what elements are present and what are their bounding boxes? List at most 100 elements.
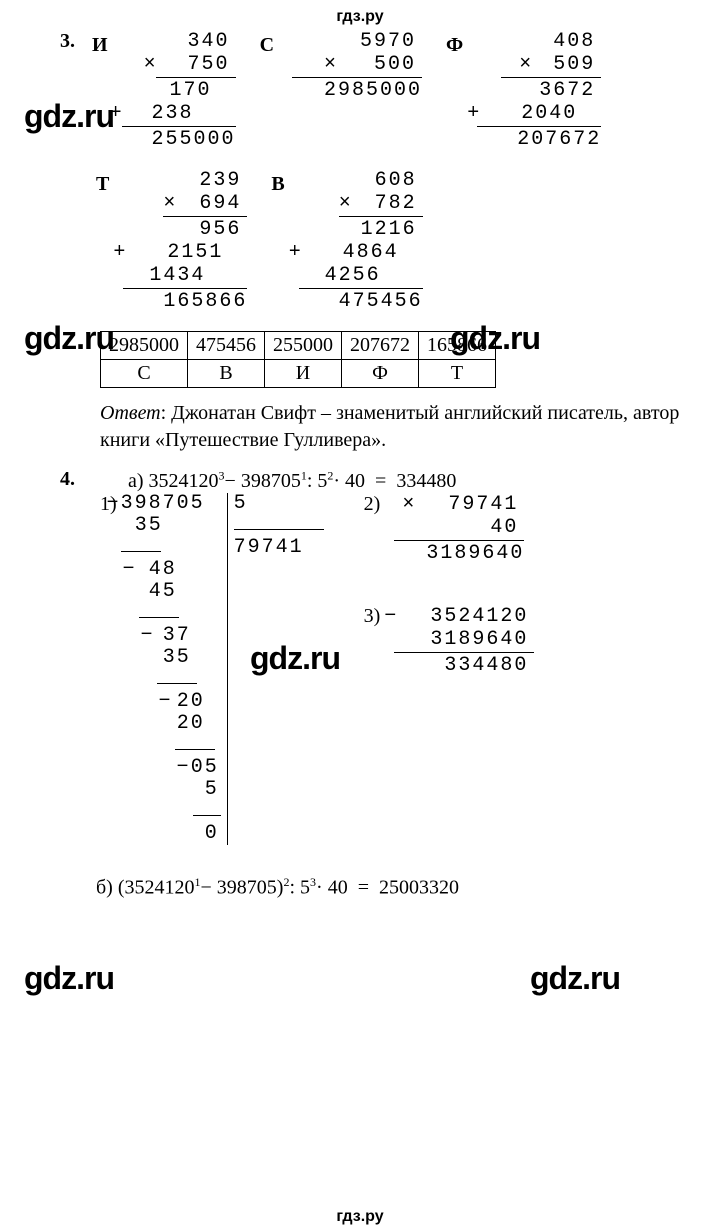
calc-S: С 5970 × 500 2985000 xyxy=(260,30,422,151)
sup: 2 xyxy=(283,875,289,889)
prob3-num: 3. xyxy=(60,30,88,53)
d-step: 45 xyxy=(149,580,177,603)
calc-T: Т 239 × 694 956 +2151 1434 165866 xyxy=(96,169,247,313)
val: 1216 xyxy=(293,218,423,241)
d-step: 20 xyxy=(177,712,205,735)
watermark: gdz.ru xyxy=(450,320,540,357)
watermark: gdz.ru xyxy=(24,98,114,135)
val: 238 xyxy=(152,102,194,125)
plus-sign: + xyxy=(289,241,303,264)
val: 608 xyxy=(293,169,423,192)
val: 170 xyxy=(116,79,236,102)
letter-T: Т xyxy=(96,173,109,196)
table-row: С В И Ф Т xyxy=(101,360,496,388)
dividend: 398705 xyxy=(121,492,205,515)
val: 782 xyxy=(375,192,417,215)
watermark: gdz.ru xyxy=(530,960,620,997)
d-step: 35 xyxy=(135,514,163,537)
d-step: 0 xyxy=(205,822,219,845)
val: 2151 xyxy=(167,241,223,264)
cell: Т xyxy=(419,360,496,388)
minus-sign: − xyxy=(177,757,191,779)
val: 79741 xyxy=(448,493,518,516)
d-step: 35 xyxy=(163,646,191,669)
letter-S: С xyxy=(260,34,274,57)
mult-sign: × xyxy=(519,53,533,76)
val: 334480 xyxy=(384,654,534,677)
page-footer: гдз.ру xyxy=(0,1208,720,1226)
watermark: gdz.ru xyxy=(24,320,114,357)
val: 239 xyxy=(117,169,247,192)
content: 3. И 340 ×750 170 +238 255000 С 5970 ×50… xyxy=(0,30,720,899)
plus-sign: + xyxy=(467,102,481,125)
calc-V: В 608 ×782 1216 +4864 4256 475456 xyxy=(271,169,422,313)
answer-body: : Джонатан Свифт – знаменитый англий­ски… xyxy=(100,402,679,451)
answer-text: Ответ: Джонатан Свифт – знаменитый англи… xyxy=(100,400,680,454)
p4-b: б) (35241201− 398705)2: 53· 40 = 2500332… xyxy=(96,875,680,900)
cell: В xyxy=(188,360,265,388)
plus-sign: + xyxy=(113,241,127,264)
table-row: 2985000 475456 255000 207672 165866 xyxy=(101,332,496,360)
val: 3672 xyxy=(471,79,601,102)
val: 694 xyxy=(199,192,241,215)
sup: 3 xyxy=(310,875,316,889)
val: 165866 xyxy=(117,290,247,313)
val: 40 xyxy=(384,516,524,539)
problem-4: 4. а) 35241203− 3987051: 52· 40 = 334480… xyxy=(60,468,680,899)
letter-V: В xyxy=(271,173,284,196)
d-step: 37 xyxy=(163,624,191,647)
val: 340 xyxy=(116,30,236,53)
cell: И xyxy=(265,360,342,388)
d-step: 5 xyxy=(205,778,219,801)
divisor: 5 xyxy=(234,493,324,515)
d-step: 05 xyxy=(191,756,219,779)
mult-sign: × xyxy=(324,53,338,76)
val: 408 xyxy=(471,30,601,53)
val: 3189640 xyxy=(384,542,524,565)
label-a: а) xyxy=(128,470,149,492)
mult-sign: × xyxy=(163,192,177,215)
step2-label: 2) xyxy=(364,493,381,565)
label-b: б) xyxy=(96,876,118,898)
sup: 1 xyxy=(301,468,307,482)
val: 956 xyxy=(117,218,247,241)
minus-sign: − xyxy=(107,493,121,515)
val: 475456 xyxy=(293,290,423,313)
val: 1434 xyxy=(117,264,247,287)
step1-label: 1) xyxy=(100,493,117,845)
val: 3524120 xyxy=(430,605,528,628)
problem-3: 3. И 340 × 750 170 +238 255000 С 5970 × 50… xyxy=(60,30,680,454)
val: 500 xyxy=(374,53,416,76)
val: 3189640 xyxy=(384,628,534,651)
val: 750 xyxy=(188,53,230,76)
val: 207672 xyxy=(471,128,601,151)
minus-sign: − xyxy=(141,625,155,647)
answer-table: 2985000 475456 255000 207672 165866 С В … xyxy=(100,331,496,388)
minus-sign: − xyxy=(384,605,398,628)
val: 4864 xyxy=(343,241,399,264)
step-3: 3) −3524120 3189640 334480 xyxy=(364,605,535,677)
prob4-num: 4. xyxy=(60,468,88,491)
val: 509 xyxy=(553,53,595,76)
val: 2985000 xyxy=(282,79,422,102)
cell: 207672 xyxy=(342,332,419,360)
watermark: gdz.ru xyxy=(250,640,340,677)
cell: 255000 xyxy=(265,332,342,360)
cell: 475456 xyxy=(188,332,265,360)
val: 4256 xyxy=(293,264,423,287)
watermark: gdz.ru xyxy=(24,960,114,997)
val: 5970 xyxy=(282,30,422,53)
cell: Ф xyxy=(342,360,419,388)
val: 255000 xyxy=(116,128,236,151)
minus-sign: − xyxy=(123,559,137,581)
d-step: 20 xyxy=(177,690,205,713)
step-2: 2) ×79741 40 3189640 xyxy=(364,493,535,565)
answer-label: Ответ xyxy=(100,402,161,424)
cell: С xyxy=(101,360,188,388)
mult-sign: × xyxy=(144,53,158,76)
letter-I: И xyxy=(92,34,108,57)
quotient: 79741 xyxy=(234,537,324,559)
val: 2040 xyxy=(521,102,577,125)
sup: 2 xyxy=(327,468,333,482)
page-header: гдз.ру xyxy=(0,0,720,30)
